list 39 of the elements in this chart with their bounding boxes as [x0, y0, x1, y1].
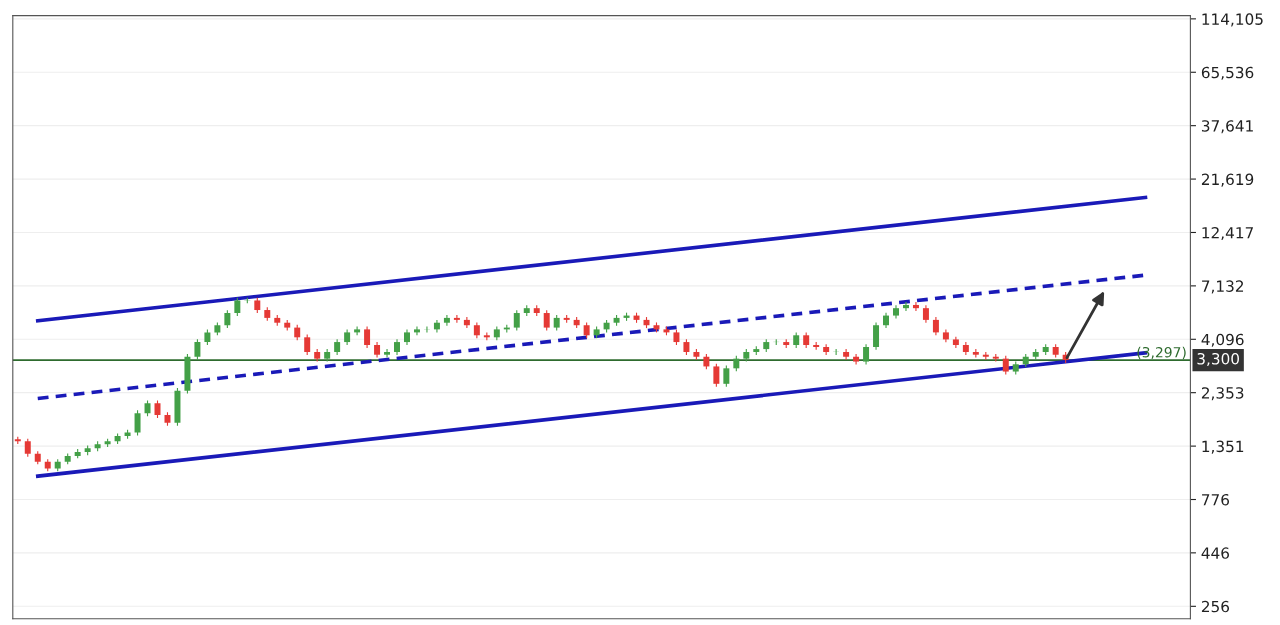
candlestick: [543, 309, 550, 332]
candlestick: [513, 309, 520, 332]
candlestick: [932, 316, 939, 336]
y-tick-label: 37,641: [1201, 120, 1253, 134]
y-tick-label: 446: [1201, 547, 1230, 559]
candlestick: [902, 301, 909, 312]
y-tick-label: 776: [1202, 493, 1230, 506]
y-tick-label: 256: [1201, 600, 1230, 613]
candlestick: [912, 301, 919, 312]
candlestick: [24, 438, 31, 458]
y-tick-label: 114,105: [1202, 13, 1263, 27]
candlestick: [304, 333, 311, 356]
candlestick: [463, 316, 470, 329]
candlestick: [823, 343, 830, 356]
candlestick: [713, 363, 720, 388]
y-tick-label: 21,619: [1201, 173, 1254, 187]
candlestick: [234, 297, 241, 317]
candlestick: [134, 409, 141, 436]
y-tick-label: 65,536: [1201, 66, 1254, 80]
candlestick: [413, 325, 420, 336]
candlestick: [1002, 355, 1009, 376]
candlestick: [443, 314, 450, 327]
candlestick: [843, 348, 850, 361]
candlestick: [853, 353, 860, 366]
y-tick-label: 2,353: [1201, 387, 1244, 401]
y-tick-label: 7,132: [1202, 280, 1244, 294]
candlestick: [364, 325, 371, 349]
candlestick: [194, 338, 201, 361]
candlestick: [863, 343, 870, 366]
candlestick: [873, 321, 880, 351]
candlestick: [384, 348, 391, 359]
candlestick: [453, 314, 460, 324]
text: 3,300: [1197, 352, 1240, 367]
candlestick: [354, 325, 361, 336]
y-tick-label: 1,351: [1202, 440, 1244, 454]
ref-line-label: (3,297): [1137, 346, 1186, 360]
candlestick: [723, 364, 730, 388]
y-tick-label: 12,417: [1202, 226, 1253, 241]
y-tick-label: 4,096: [1201, 333, 1244, 347]
